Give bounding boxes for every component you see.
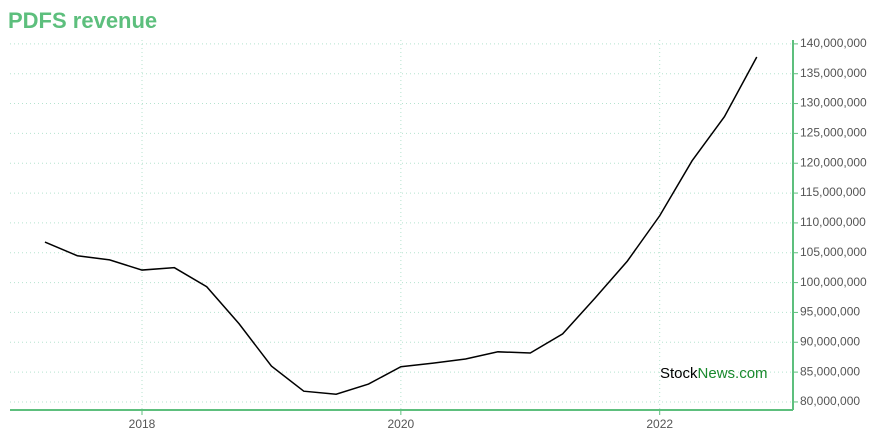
y-tick-label: 105,000,000 [800, 245, 867, 259]
chart-title: PDFS revenue [8, 8, 157, 33]
watermark-part: Stock [660, 365, 698, 382]
y-tick-label: 130,000,000 [800, 96, 867, 110]
y-tick-label: 95,000,000 [800, 305, 860, 319]
y-tick-label: 90,000,000 [800, 334, 860, 348]
y-tick-label: 100,000,000 [800, 275, 867, 289]
y-tick-label: 85,000,000 [800, 364, 860, 378]
y-tick-label: 135,000,000 [800, 66, 867, 80]
data-line [44, 56, 758, 395]
y-tick-label: 140,000,000 [800, 36, 867, 50]
y-tick-label: 115,000,000 [800, 185, 866, 199]
y-tick-label: 80,000,000 [800, 394, 860, 408]
x-tick-label: 2020 [388, 417, 415, 431]
x-tick-label: 2018 [129, 417, 156, 431]
watermark-part: News.com [698, 365, 768, 382]
watermark: StockNews.com [660, 365, 768, 382]
y-tick-label: 110,000,000 [800, 215, 866, 229]
x-tick-label: 2022 [646, 417, 673, 431]
y-tick-label: 125,000,000 [800, 126, 867, 140]
y-tick-label: 120,000,000 [800, 155, 867, 169]
